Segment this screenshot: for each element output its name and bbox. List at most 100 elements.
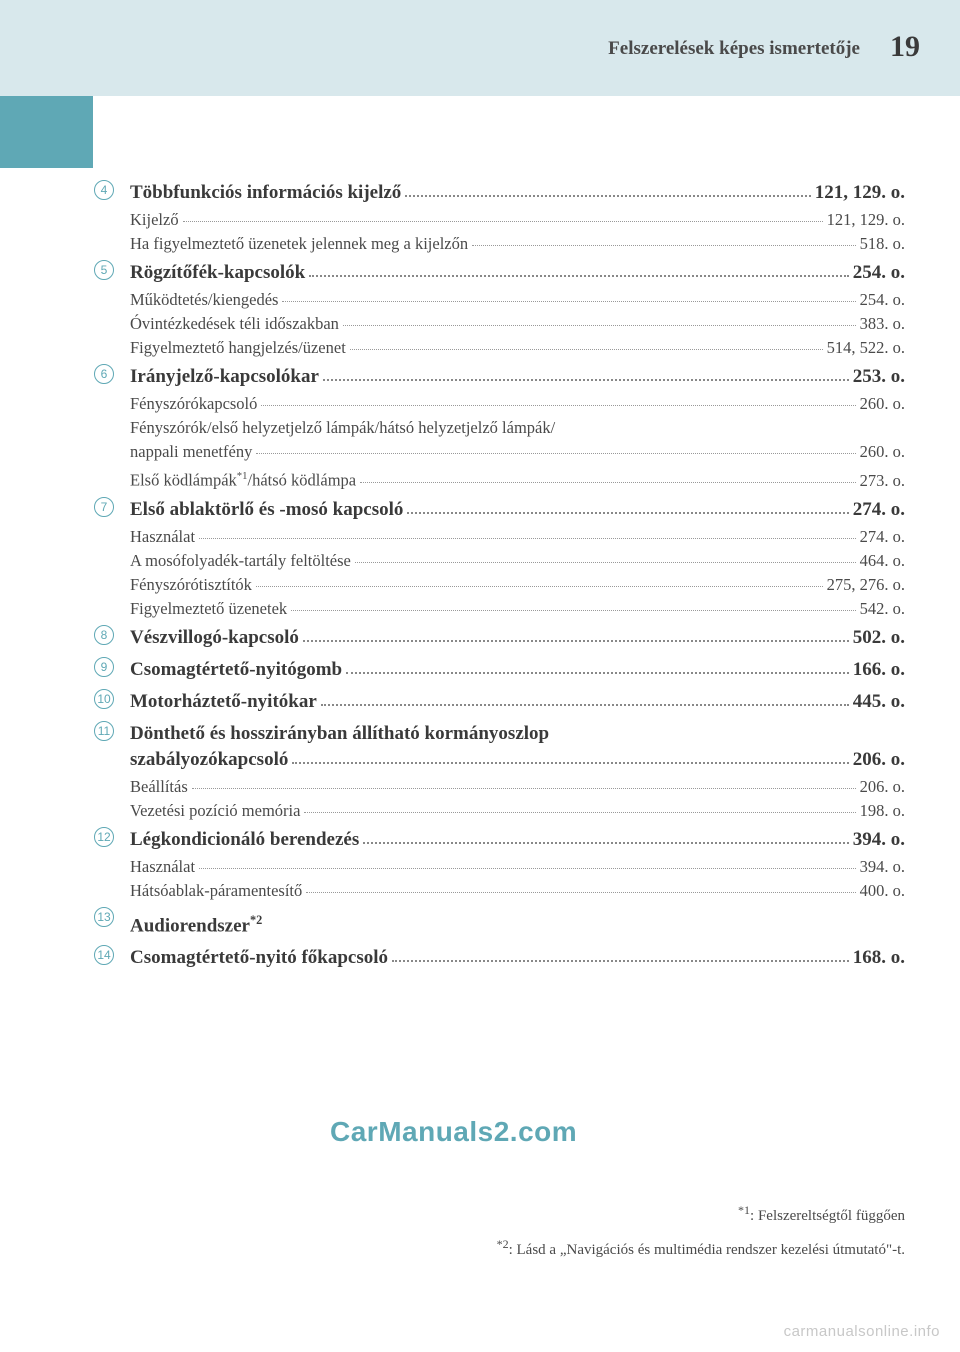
entry-page: 168. o. <box>853 943 905 973</box>
entry-label: Hátsóablak-páramentesítő <box>130 879 302 903</box>
entry-main-line: Vészvillogó-kapcsoló502. o. <box>130 623 905 653</box>
entry-label: Használat <box>130 855 195 879</box>
entry-main-line: Első ablaktörlő és -mosó kapcsoló 274. o. <box>130 495 905 525</box>
entry-page: 275, 276. o. <box>827 573 905 597</box>
entry-marker: 4 <box>94 180 114 200</box>
toc-entry: 9Csomagtértető-nyitógomb166. o. <box>130 655 905 685</box>
entry-label: Használat <box>130 525 195 549</box>
entry-label: Első ködlámpák*1/hátsó ködlámpa <box>130 464 356 493</box>
entry-main-line: Rögzítőfék-kapcsolók254. o. <box>130 258 905 288</box>
leader-dots <box>192 788 856 789</box>
entry-label: szabályozókapcsoló <box>130 745 288 775</box>
entry-main-line: Irányjelző-kapcsolókar253. o. <box>130 362 905 392</box>
entry-page: 383. o. <box>860 312 905 336</box>
entry-marker: 5 <box>94 260 114 280</box>
entry-label: Működtetés/kiengedés <box>130 288 278 312</box>
entry-sub-line: Fényszórókapcsoló260. o. <box>130 392 905 416</box>
entry-page: 502. o. <box>853 623 905 653</box>
leader-dots <box>304 812 855 813</box>
leader-dots <box>363 842 849 844</box>
entry-sub-line: Használat 274. o. <box>130 525 905 549</box>
entry-main-line: Csomagtértető-nyitógomb 166. o. <box>130 655 905 685</box>
entry-sub-line: nappali menetfény 260. o. <box>130 440 905 464</box>
toc-entry: 6Irányjelző-kapcsolókar253. o.Fényszórók… <box>130 362 905 493</box>
footnote-1: *1: Felszereltségtől függően <box>497 1196 905 1230</box>
header-band: Felszerelések képes ismertetője 19 <box>0 0 960 96</box>
entry-marker: 11 <box>94 721 114 741</box>
watermark: CarManuals2.com <box>330 1116 577 1148</box>
entry-label: Irányjelző-kapcsolókar <box>130 362 319 392</box>
entry-label: A mosófolyadék-tartály feltöltése <box>130 549 351 573</box>
entry-label: Kijelző <box>130 208 179 232</box>
entry-label: Óvintézkedések téli időszakban <box>130 312 339 336</box>
entry-marker: 6 <box>94 364 114 384</box>
entry-label: Csomagtértető-nyitógomb <box>130 655 342 685</box>
entry-main-line: Audiorendszer*2 <box>130 905 905 941</box>
entry-marker: 9 <box>94 657 114 677</box>
entry-sub-line: A mosófolyadék-tartály feltöltése464. o. <box>130 549 905 573</box>
entry-page: 206. o. <box>853 745 905 775</box>
leader-dots <box>350 349 823 350</box>
entry-page: 274. o. <box>860 525 905 549</box>
leader-dots <box>309 275 849 277</box>
toc-entry: 10Motorháztető-nyitókar445. o. <box>130 687 905 717</box>
leader-dots <box>323 379 849 381</box>
leader-dots <box>472 245 856 246</box>
entry-sub-line: Működtetés/kiengedés 254. o. <box>130 288 905 312</box>
entry-sub-line: Hátsóablak-páramentesítő400. o. <box>130 879 905 903</box>
leader-dots <box>183 221 823 222</box>
leader-dots <box>321 704 849 706</box>
leader-dots <box>343 325 856 326</box>
entry-sub-line: Óvintézkedések téli időszakban 383. o. <box>130 312 905 336</box>
entry-page: 254. o. <box>860 288 905 312</box>
entry-sub-line: Kijelző 121, 129. o. <box>130 208 905 232</box>
entry-marker: 13 <box>94 907 114 927</box>
entry-label: Első ablaktörlő és -mosó kapcsoló <box>130 495 403 525</box>
entry-page: 274. o. <box>853 495 905 525</box>
leader-dots <box>282 301 855 302</box>
entry-sub-line: Figyelmeztető hangjelzés/üzenet514, 522.… <box>130 336 905 360</box>
entry-marker: 8 <box>94 625 114 645</box>
entry-page: 514, 522. o. <box>827 336 905 360</box>
entry-marker: 7 <box>94 497 114 517</box>
leader-dots <box>360 482 856 483</box>
toc-entry: 5Rögzítőfék-kapcsolók254. o.Működtetés/k… <box>130 258 905 360</box>
entry-main-line: Motorháztető-nyitókar445. o. <box>130 687 905 717</box>
leader-dots <box>392 960 849 962</box>
entry-sub-line: Fényszórók/első helyzetjelző lámpák/háts… <box>130 416 905 440</box>
entry-page: 121, 129. o. <box>827 208 905 232</box>
entry-page: 260. o. <box>860 392 905 416</box>
leader-dots <box>256 586 823 587</box>
entry-label: Beállítás <box>130 775 188 799</box>
entry-main-line: szabályozókapcsoló 206. o. <box>130 745 905 775</box>
teal-accent-block <box>0 96 93 168</box>
entry-label: Fényszórótisztítók <box>130 573 252 597</box>
entry-sub-line: Ha figyelmeztető üzenetek jelennek meg a… <box>130 232 905 256</box>
leader-dots <box>199 538 856 539</box>
entry-label: Audiorendszer*2 <box>130 905 262 941</box>
entry-marker: 14 <box>94 945 114 965</box>
entry-sub-line: Vezetési pozíció memória198. o. <box>130 799 905 823</box>
entry-label: nappali menetfény <box>130 440 252 464</box>
entry-page: 166. o. <box>853 655 905 685</box>
entry-main-line: Többfunkciós információs kijelző121, 129… <box>130 178 905 208</box>
leader-dots <box>292 762 848 764</box>
entry-marker: 12 <box>94 827 114 847</box>
toc-entry: 11Dönthető és hosszirányban állítható ko… <box>130 719 905 823</box>
entry-page: 260. o. <box>860 440 905 464</box>
toc-content: 4Többfunkciós információs kijelző121, 12… <box>130 176 905 975</box>
entry-label: Figyelmeztető üzenetek <box>130 597 287 621</box>
leader-dots <box>291 610 855 611</box>
entry-label: Csomagtértető-nyitó főkapcsoló <box>130 943 388 973</box>
entry-page: 273. o. <box>860 469 905 493</box>
leader-dots <box>199 868 856 869</box>
entry-sub-line: Fényszórótisztítók 275, 276. o. <box>130 573 905 597</box>
leader-dots <box>346 672 849 674</box>
entry-sub-line: Első ködlámpák*1/hátsó ködlámpa 273. o. <box>130 464 905 493</box>
toc-entry: 13Audiorendszer*2 <box>130 905 905 941</box>
entry-page: 518. o. <box>860 232 905 256</box>
toc-entry: 4Többfunkciós információs kijelző121, 12… <box>130 178 905 256</box>
entry-page: 198. o. <box>860 799 905 823</box>
entry-label: Motorháztető-nyitókar <box>130 687 317 717</box>
leader-dots <box>355 562 856 563</box>
